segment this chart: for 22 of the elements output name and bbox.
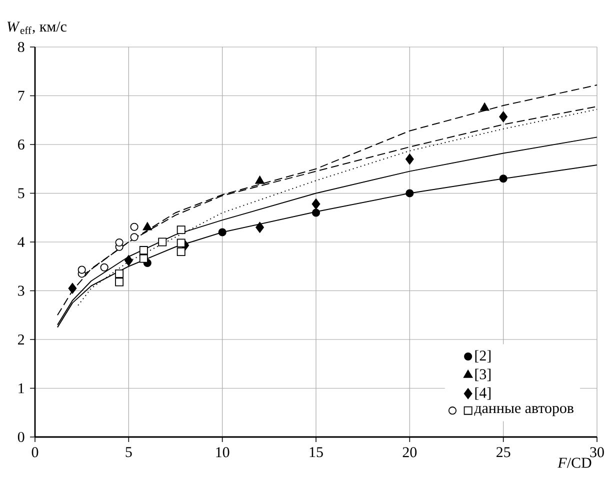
y-tick-label: 4: [18, 237, 25, 247]
y-tick-label: 3: [18, 286, 24, 296]
y-tick-label: 2: [18, 334, 24, 344]
y-tick-label: 8: [18, 42, 24, 52]
legend-label: [2]: [475, 350, 491, 363]
x-tick-label: 30: [590, 447, 604, 458]
x-tick-label: 5: [126, 447, 132, 458]
x-tick-label: 15: [310, 447, 323, 458]
x-tick-label: 20: [402, 447, 417, 458]
x-tick-label: 10: [216, 447, 230, 458]
x-axis-title: F/CD: [558, 458, 592, 468]
legend-label: данные авторов: [474, 406, 574, 416]
y-tick-label: 5: [18, 188, 24, 198]
x-tick-label: 25: [496, 447, 510, 458]
x-tick-label: 0: [32, 447, 38, 458]
y-axis-title: W$_{eff}$, км/с: [7, 22, 66, 34]
y-tick-label: 6: [18, 139, 24, 150]
y-tick-label: 0: [18, 432, 24, 442]
legend-label: [4]: [475, 387, 491, 400]
y-tick-label: 1: [18, 383, 24, 394]
legend-label: [3]: [475, 368, 491, 382]
y-tick-label: 7: [18, 90, 24, 101]
